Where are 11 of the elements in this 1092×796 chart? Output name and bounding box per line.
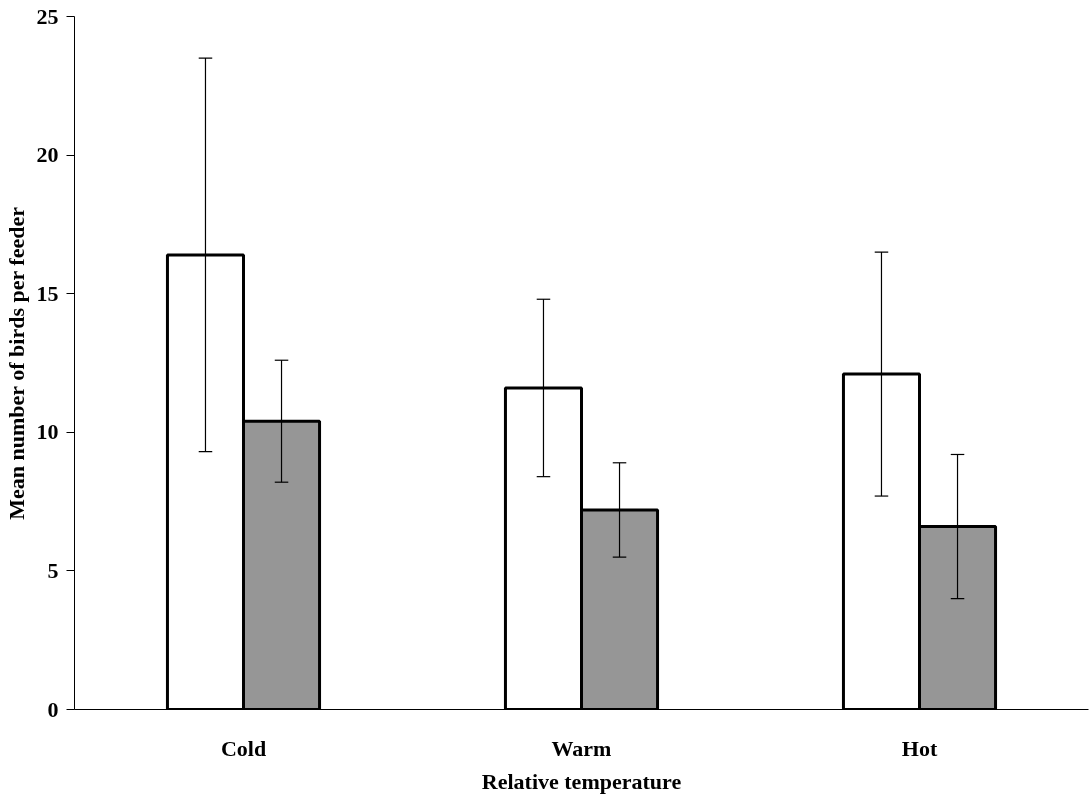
x-tick-label: Warm bbox=[551, 735, 612, 761]
y-tick-label: 20 bbox=[36, 142, 59, 168]
x-tick-label: Cold bbox=[220, 735, 267, 761]
y-tick-label: 5 bbox=[47, 557, 59, 583]
y-tick-label: 10 bbox=[36, 419, 59, 445]
y-tick-label: 15 bbox=[36, 280, 59, 306]
x-tick-label: Hot bbox=[901, 735, 938, 761]
y-axis-title: Mean number of birds per feeder bbox=[3, 206, 29, 520]
x-axis-title: Relative temperature bbox=[481, 768, 682, 794]
y-tick-label: 25 bbox=[36, 3, 59, 29]
y-tick-label: 0 bbox=[47, 696, 59, 722]
